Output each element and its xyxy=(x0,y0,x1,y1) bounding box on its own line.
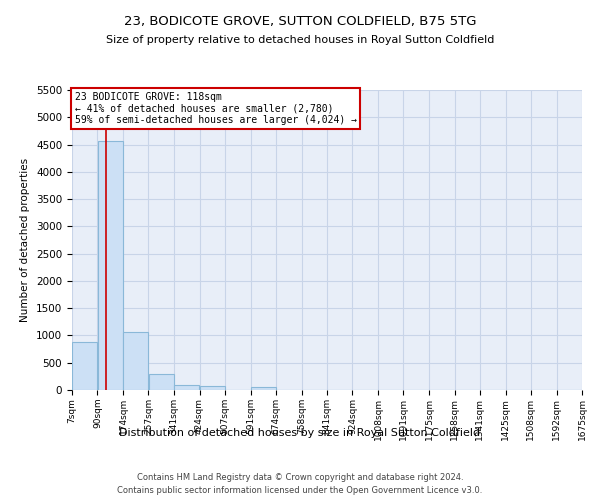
Bar xyxy=(72,342,97,390)
Text: 23 BODICOTE GROVE: 118sqm
← 41% of detached houses are smaller (2,780)
59% of se: 23 BODICOTE GROVE: 118sqm ← 41% of detac… xyxy=(74,92,356,124)
Bar xyxy=(174,385,199,390)
Bar xyxy=(123,332,148,390)
Bar xyxy=(200,386,225,390)
Text: Size of property relative to detached houses in Royal Sutton Coldfield: Size of property relative to detached ho… xyxy=(106,35,494,45)
Text: Contains HM Land Registry data © Crown copyright and database right 2024.: Contains HM Land Registry data © Crown c… xyxy=(137,472,463,482)
Bar xyxy=(98,142,123,390)
Text: Contains public sector information licensed under the Open Government Licence v3: Contains public sector information licen… xyxy=(118,486,482,495)
Text: 23, BODICOTE GROVE, SUTTON COLDFIELD, B75 5TG: 23, BODICOTE GROVE, SUTTON COLDFIELD, B7… xyxy=(124,15,476,28)
Y-axis label: Number of detached properties: Number of detached properties xyxy=(20,158,31,322)
Text: Distribution of detached houses by size in Royal Sutton Coldfield: Distribution of detached houses by size … xyxy=(119,428,481,438)
Bar xyxy=(251,386,276,390)
Bar xyxy=(149,374,174,390)
